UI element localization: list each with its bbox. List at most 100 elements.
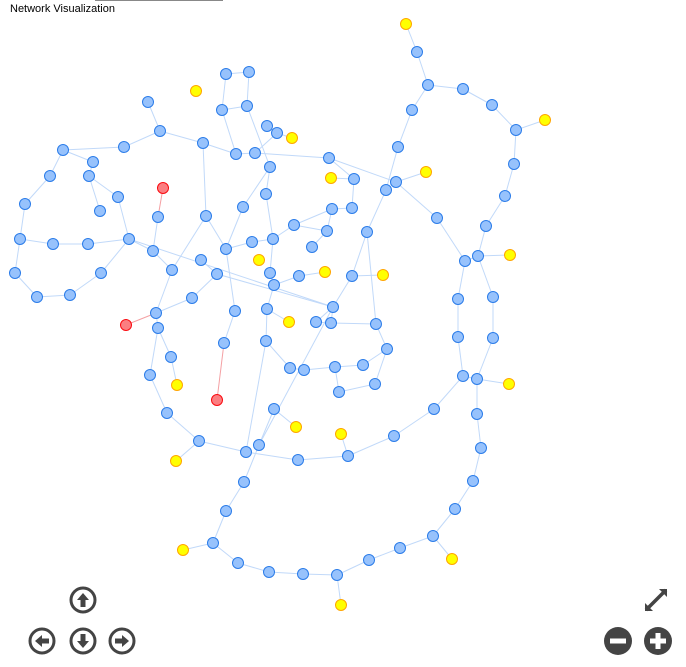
zoom-in-button[interactable] (644, 627, 672, 655)
node-blue[interactable] (260, 335, 272, 347)
node-blue[interactable] (152, 322, 164, 334)
node-blue[interactable] (348, 173, 360, 185)
node-blue[interactable] (331, 569, 343, 581)
node-blue[interactable] (207, 537, 219, 549)
node-blue[interactable] (357, 359, 369, 371)
node-blue[interactable] (19, 198, 31, 210)
node-blue[interactable] (220, 68, 232, 80)
node-blue[interactable] (264, 161, 276, 173)
node-blue[interactable] (31, 291, 43, 303)
node-blue[interactable] (487, 332, 499, 344)
node-blue[interactable] (261, 303, 273, 315)
node-blue[interactable] (268, 403, 280, 415)
node-blue[interactable] (240, 446, 252, 458)
node-blue[interactable] (325, 317, 337, 329)
node-yellow[interactable] (377, 269, 389, 281)
node-blue[interactable] (510, 124, 522, 136)
node-yellow[interactable] (504, 249, 516, 261)
node-blue[interactable] (306, 241, 318, 253)
node-blue[interactable] (147, 245, 159, 257)
node-blue[interactable] (238, 476, 250, 488)
node-blue[interactable] (264, 267, 276, 279)
node-blue[interactable] (263, 566, 275, 578)
node-blue[interactable] (14, 233, 26, 245)
node-blue[interactable] (267, 233, 279, 245)
node-yellow[interactable] (503, 378, 515, 390)
node-blue[interactable] (150, 307, 162, 319)
node-red[interactable] (120, 319, 132, 331)
node-yellow[interactable] (420, 166, 432, 178)
node-blue[interactable] (230, 148, 242, 160)
node-blue[interactable] (64, 289, 76, 301)
node-blue[interactable] (472, 250, 484, 262)
node-blue[interactable] (144, 369, 156, 381)
node-blue[interactable] (333, 386, 345, 398)
node-blue[interactable] (229, 305, 241, 317)
node-blue[interactable] (243, 66, 255, 78)
node-yellow[interactable] (190, 85, 202, 97)
node-blue[interactable] (321, 225, 333, 237)
node-blue[interactable] (467, 475, 479, 487)
pan-left-button[interactable] (28, 627, 56, 655)
node-blue[interactable] (457, 83, 469, 95)
node-blue[interactable] (220, 505, 232, 517)
node-blue[interactable] (292, 454, 304, 466)
node-blue[interactable] (380, 184, 392, 196)
node-blue[interactable] (284, 362, 296, 374)
node-blue[interactable] (452, 331, 464, 343)
node-blue[interactable] (486, 99, 498, 111)
node-blue[interactable] (428, 403, 440, 415)
pan-right-button[interactable] (108, 627, 136, 655)
node-blue[interactable] (232, 557, 244, 569)
node-blue[interactable] (459, 255, 471, 267)
node-blue[interactable] (390, 176, 402, 188)
node-blue[interactable] (241, 100, 253, 112)
node-blue[interactable] (326, 203, 338, 215)
node-blue[interactable] (195, 254, 207, 266)
node-yellow[interactable] (335, 599, 347, 611)
node-blue[interactable] (87, 156, 99, 168)
node-blue[interactable] (237, 201, 249, 213)
node-yellow[interactable] (286, 132, 298, 144)
node-yellow[interactable] (446, 553, 458, 565)
node-blue[interactable] (186, 292, 198, 304)
node-blue[interactable] (457, 370, 469, 382)
node-blue[interactable] (44, 170, 56, 182)
node-yellow[interactable] (400, 18, 412, 30)
node-blue[interactable] (370, 318, 382, 330)
node-blue[interactable] (297, 568, 309, 580)
node-yellow[interactable] (319, 266, 331, 278)
zoom-out-button[interactable] (604, 627, 632, 655)
node-blue[interactable] (271, 127, 283, 139)
node-blue[interactable] (293, 270, 305, 282)
node-blue[interactable] (154, 125, 166, 137)
node-yellow[interactable] (290, 421, 302, 433)
node-blue[interactable] (200, 210, 212, 222)
node-blue[interactable] (363, 554, 375, 566)
node-yellow[interactable] (325, 172, 337, 184)
node-blue[interactable] (253, 439, 265, 451)
node-blue[interactable] (480, 220, 492, 232)
node-blue[interactable] (112, 191, 124, 203)
node-blue[interactable] (83, 170, 95, 182)
node-blue[interactable] (142, 96, 154, 108)
node-blue[interactable] (422, 79, 434, 91)
node-blue[interactable] (288, 219, 300, 231)
node-blue[interactable] (260, 188, 272, 200)
node-blue[interactable] (487, 291, 499, 303)
node-yellow[interactable] (283, 316, 295, 328)
node-blue[interactable] (246, 236, 258, 248)
node-blue[interactable] (369, 378, 381, 390)
node-blue[interactable] (218, 337, 230, 349)
node-yellow[interactable] (253, 254, 265, 266)
node-blue[interactable] (508, 158, 520, 170)
node-blue[interactable] (95, 267, 107, 279)
node-blue[interactable] (327, 301, 339, 313)
node-red[interactable] (157, 182, 169, 194)
pan-down-button[interactable] (69, 627, 97, 655)
node-blue[interactable] (268, 279, 280, 291)
node-blue[interactable] (261, 120, 273, 132)
node-blue[interactable] (449, 503, 461, 515)
node-blue[interactable] (298, 364, 310, 376)
